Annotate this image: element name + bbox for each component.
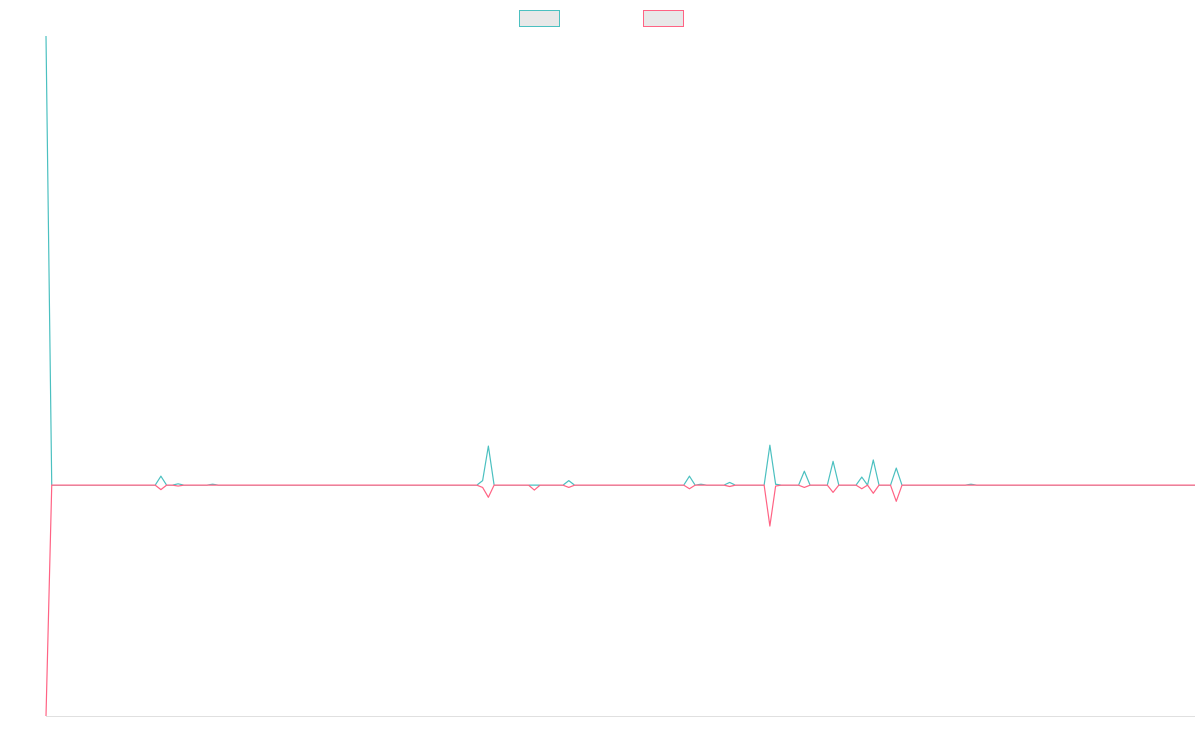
series-line xyxy=(45,35,1195,486)
legend-swatch xyxy=(519,10,560,27)
legend-swatch xyxy=(643,10,684,27)
series-line xyxy=(45,484,1195,717)
